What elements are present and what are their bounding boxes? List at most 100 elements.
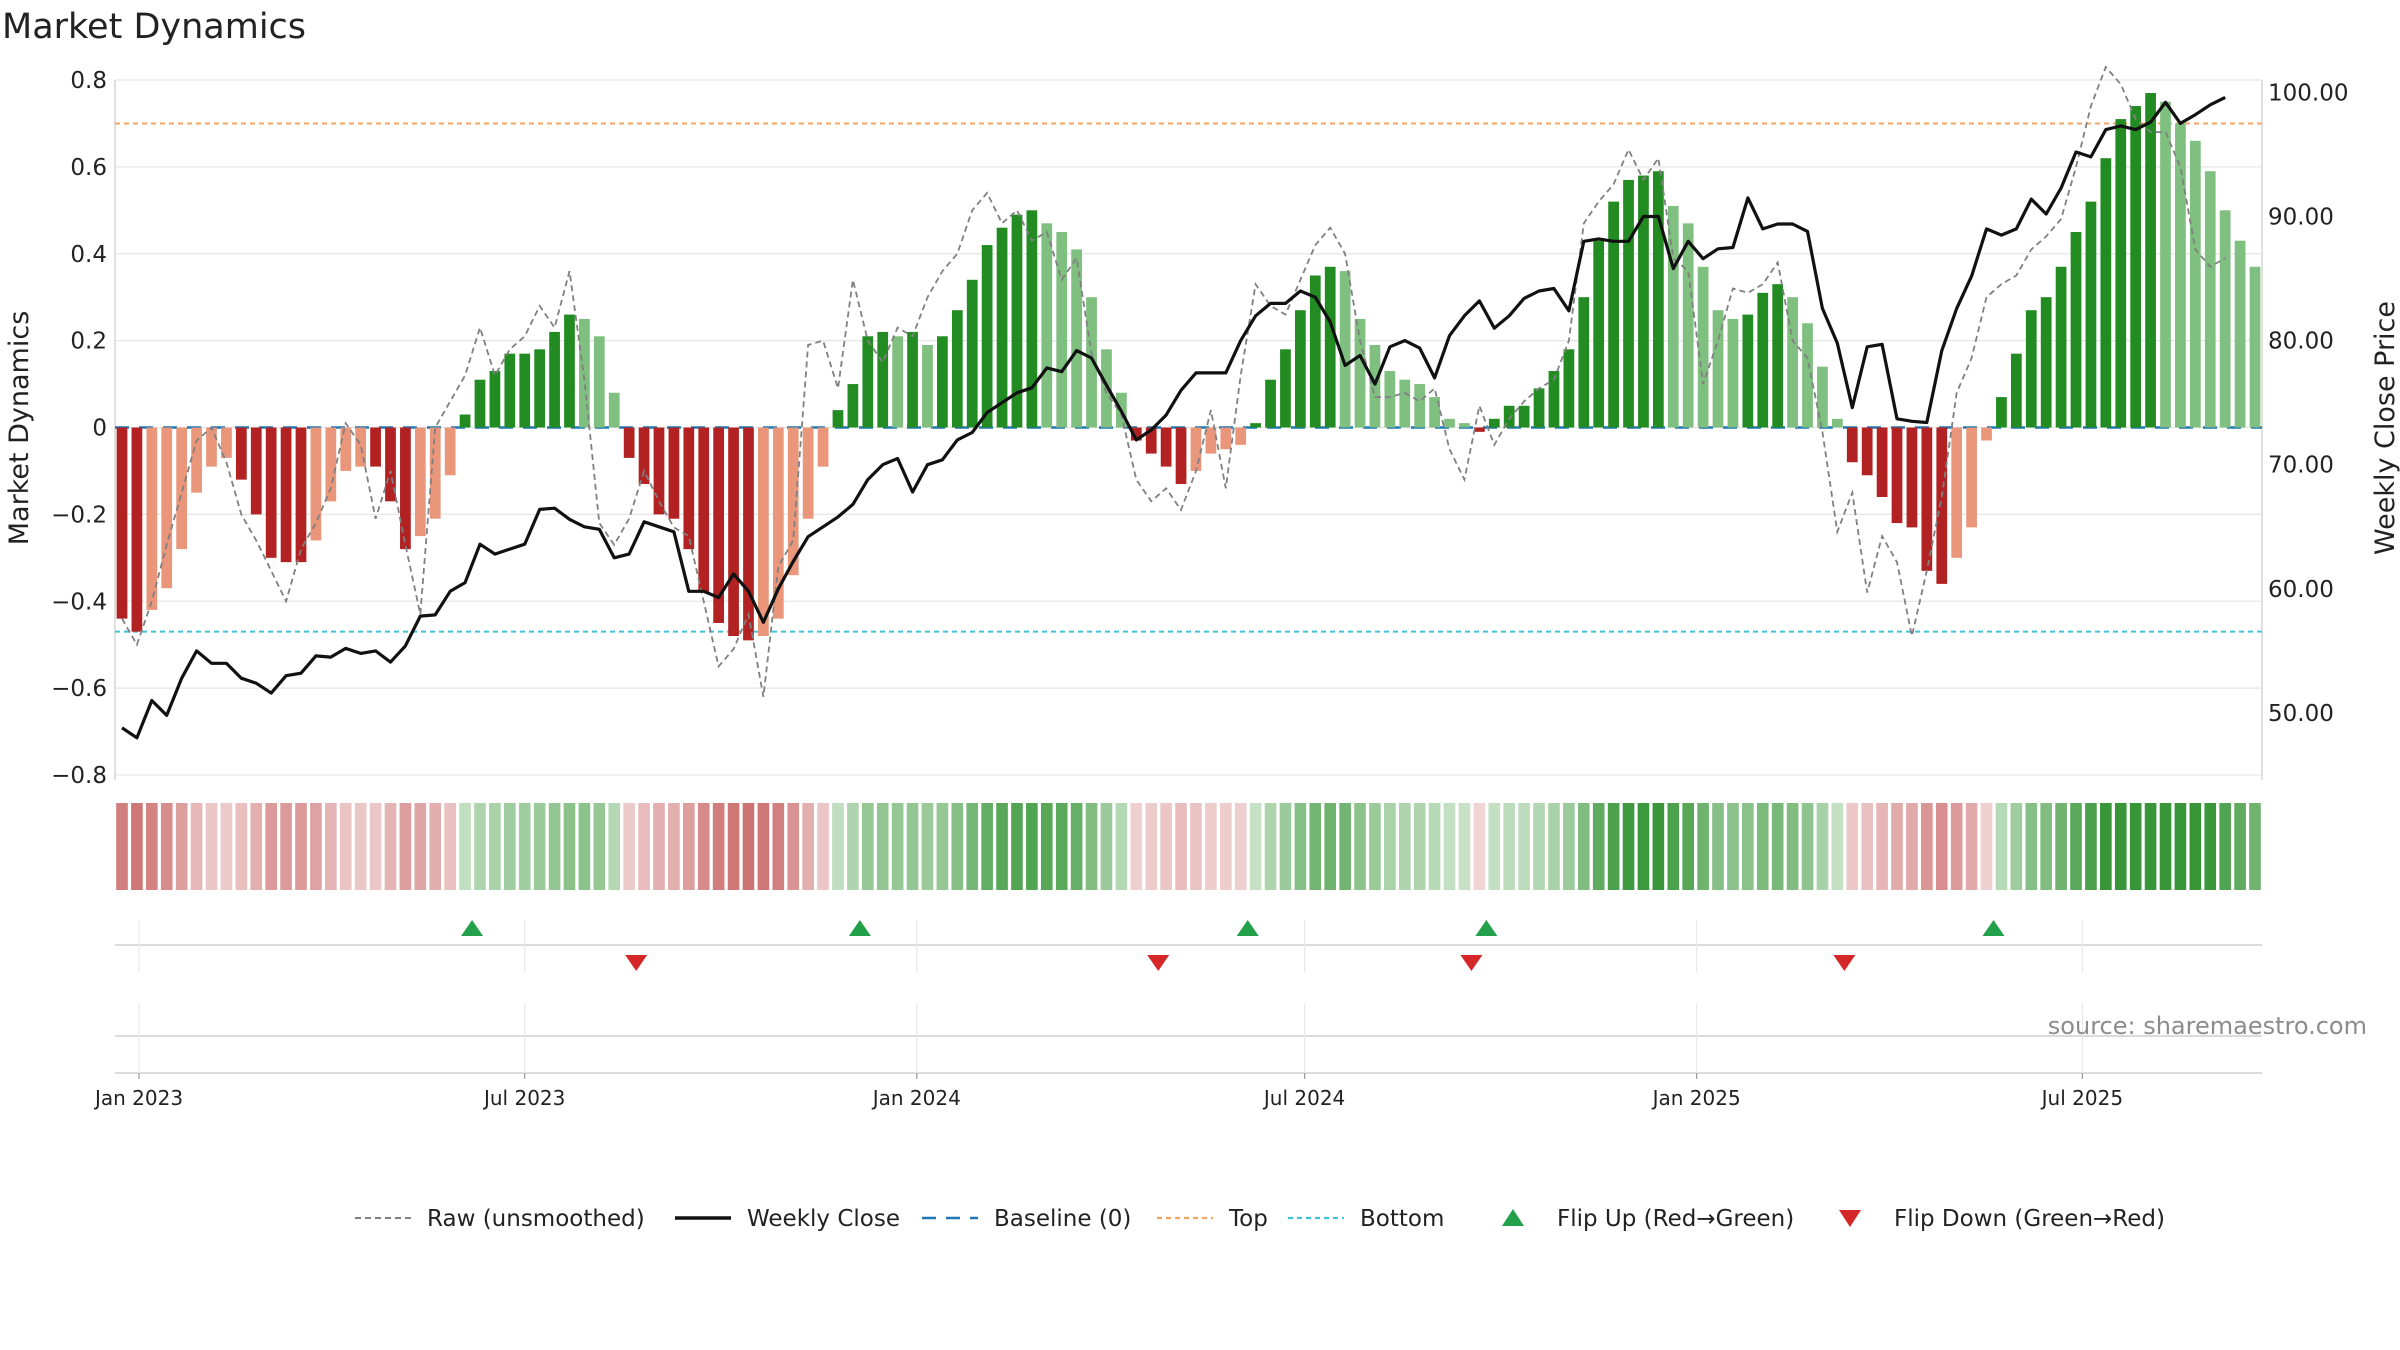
bar bbox=[1041, 223, 1053, 428]
strip-cell bbox=[638, 803, 650, 890]
bar bbox=[1190, 427, 1202, 471]
strip-cell bbox=[414, 803, 427, 890]
strip-cell bbox=[1309, 803, 1322, 890]
strip-cell bbox=[1891, 803, 1903, 890]
bar bbox=[1130, 427, 1142, 441]
flip-up-marker bbox=[461, 920, 484, 936]
bar bbox=[951, 310, 963, 428]
x-tick-label: Jan 2025 bbox=[1651, 1086, 1741, 1110]
bar bbox=[1712, 310, 1724, 428]
bar bbox=[2160, 101, 2171, 428]
legend-label: Flip Up (Red→Green) bbox=[1557, 1206, 1794, 1232]
flip-down-marker bbox=[1460, 955, 1483, 971]
bar bbox=[817, 427, 829, 467]
bar bbox=[1966, 427, 1977, 528]
strip-cell bbox=[1443, 803, 1456, 890]
strip-cell bbox=[2189, 803, 2202, 890]
strip-cell bbox=[1040, 803, 1053, 890]
bars bbox=[116, 93, 2261, 641]
bar bbox=[1011, 214, 1023, 428]
bar bbox=[1518, 405, 1530, 428]
strip-cell bbox=[1756, 803, 1769, 890]
bar bbox=[653, 427, 665, 515]
strip-cell bbox=[1249, 803, 1262, 890]
strip-cell bbox=[921, 803, 934, 890]
strip-cell bbox=[1070, 803, 1083, 890]
bar bbox=[1593, 240, 1605, 428]
strip-cell bbox=[1130, 803, 1143, 890]
bar bbox=[2070, 232, 2082, 428]
bar bbox=[1951, 427, 1963, 558]
bar bbox=[1369, 344, 1381, 428]
bar bbox=[1473, 427, 1485, 432]
bar bbox=[1280, 349, 1291, 428]
legend-label: Top bbox=[1228, 1206, 1268, 1232]
bar bbox=[489, 371, 501, 428]
strip-cell bbox=[608, 803, 621, 890]
bar bbox=[564, 314, 575, 428]
bar bbox=[1429, 397, 1440, 428]
bar bbox=[2115, 119, 2127, 428]
bar bbox=[1354, 318, 1366, 428]
bar bbox=[981, 245, 993, 428]
bar bbox=[1414, 384, 1426, 428]
strip-cell bbox=[175, 803, 188, 890]
strip-cell bbox=[966, 803, 979, 890]
bar bbox=[1295, 310, 1306, 428]
bar bbox=[176, 427, 188, 550]
bar bbox=[2025, 310, 2037, 428]
legend-label: Flip Down (Green→Red) bbox=[1894, 1206, 2165, 1232]
bar bbox=[2040, 297, 2052, 428]
bar bbox=[206, 427, 217, 467]
bar bbox=[295, 427, 307, 563]
bar bbox=[1787, 297, 1798, 428]
bar bbox=[579, 318, 590, 428]
bar bbox=[1563, 349, 1575, 428]
bar bbox=[966, 279, 978, 428]
bar bbox=[191, 427, 202, 493]
strip-cell bbox=[1637, 803, 1650, 890]
bar bbox=[1623, 179, 1634, 428]
strip-cell bbox=[1980, 803, 1993, 890]
strip-cell bbox=[682, 803, 695, 890]
strip-cell bbox=[757, 803, 770, 890]
strip-cell bbox=[1906, 803, 1918, 890]
flip-markers bbox=[115, 920, 2262, 1074]
legend-label: Weekly Close bbox=[747, 1206, 900, 1232]
bar bbox=[2010, 353, 2022, 428]
strip-cell bbox=[772, 803, 785, 890]
bar bbox=[2130, 106, 2142, 428]
bar bbox=[907, 331, 918, 428]
y-tick-right: 90.00 bbox=[2268, 205, 2334, 231]
bar bbox=[2234, 240, 2246, 428]
strip-cell bbox=[578, 803, 591, 890]
y-tick-left: 0.2 bbox=[70, 329, 107, 355]
strip-cell bbox=[310, 803, 322, 890]
strip-cell bbox=[951, 803, 964, 890]
strip-cell bbox=[1846, 803, 1859, 890]
bar bbox=[370, 427, 381, 467]
strip-cell bbox=[444, 803, 456, 890]
y-tick-left: −0.8 bbox=[51, 763, 107, 789]
bar bbox=[116, 427, 128, 619]
bar bbox=[787, 427, 799, 576]
strip-cell bbox=[1339, 803, 1351, 890]
strip-cell bbox=[668, 803, 680, 890]
reference-lines bbox=[115, 122, 2262, 633]
strip-cell bbox=[190, 803, 203, 890]
bar bbox=[728, 427, 739, 636]
y-tick-left: −0.2 bbox=[51, 502, 107, 528]
strip-cell bbox=[399, 803, 412, 890]
strip-cell bbox=[1458, 803, 1471, 890]
strip-cell bbox=[1861, 803, 1873, 890]
strip-cell bbox=[1175, 803, 1187, 890]
lines bbox=[121, 65, 2226, 740]
bar bbox=[2189, 140, 2201, 428]
strip-cell bbox=[653, 803, 665, 890]
bar bbox=[1936, 427, 1948, 584]
strip-cell bbox=[1294, 803, 1307, 890]
strip-cell bbox=[1384, 803, 1396, 890]
strip-cell bbox=[1831, 803, 1844, 890]
strip-cell bbox=[2010, 803, 2023, 890]
